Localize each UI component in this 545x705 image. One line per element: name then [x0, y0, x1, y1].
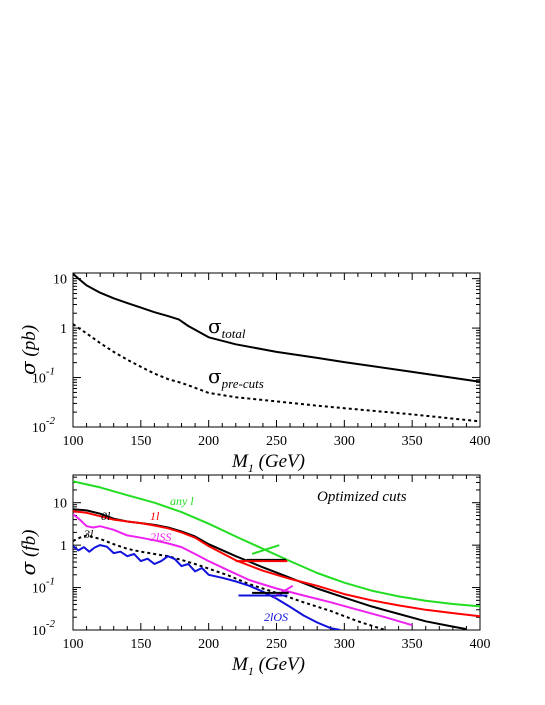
x-tick-label: 300 — [334, 637, 355, 652]
x-tick-label: 200 — [198, 637, 219, 652]
x-tick-label: 150 — [130, 434, 151, 449]
y-axis-label: σ (fb) — [16, 530, 40, 576]
plot-frame — [72, 272, 481, 428]
y-tick-label: 10 — [53, 273, 67, 288]
y-tick-label: 10-2 — [32, 415, 56, 436]
series-label-3l: 3l — [83, 527, 94, 541]
y-tick-label: 10-1 — [32, 366, 55, 387]
x-tick-label: 200 — [198, 434, 219, 449]
x-tick-label: 350 — [402, 637, 423, 652]
y-axis-label-group: σ (fb) — [16, 530, 40, 576]
series-label-pre-cuts: σpre-cuts — [208, 364, 264, 391]
series-label-any-l: any l — [170, 494, 194, 508]
y-axis-label-group: σ (pb) — [16, 325, 40, 375]
y-tick-label: 10-1 — [32, 576, 55, 597]
series-group — [73, 480, 480, 630]
y-tick-label: 10-2 — [32, 618, 56, 639]
x-tick-label: 100 — [63, 637, 84, 652]
series-group — [73, 273, 480, 423]
chart-title: Optimized cuts — [317, 489, 407, 505]
series-line-σ — [73, 273, 480, 383]
series-line-2lSS — [73, 513, 413, 627]
series-label-2lSS: 2lSS — [150, 530, 171, 544]
marker-bar — [251, 544, 280, 555]
series-label-0l: 0l — [101, 509, 111, 523]
y-tick-label: 1 — [60, 322, 67, 337]
x-tick-label: 350 — [402, 434, 423, 449]
series-line-1l — [73, 510, 480, 618]
x-tick-label: 400 — [470, 434, 491, 449]
x-axis-label: M1 (GeV) — [231, 451, 305, 475]
x-tick-label: 150 — [130, 637, 151, 652]
series-line-any-l — [73, 480, 480, 608]
series-label-2lOS: 2lOS — [264, 610, 288, 624]
x-tick-label: 300 — [334, 434, 355, 449]
y-axis-label: σ (pb) — [16, 325, 40, 375]
x-tick-label: 250 — [266, 434, 287, 449]
series-line-3l — [73, 534, 386, 630]
series-label-total: σtotal — [208, 314, 246, 341]
x-tick-label: 100 — [63, 434, 84, 449]
series-line-σ — [73, 323, 480, 423]
y-tick-label: 10 — [53, 497, 67, 512]
series-label-1l: 1l — [150, 509, 160, 523]
series-line-2lOS — [73, 544, 341, 630]
x-axis-label: M1 (GeV) — [231, 654, 305, 678]
x-tick-label: 250 — [266, 637, 287, 652]
plot-frame — [72, 474, 481, 631]
x-tick-label: 400 — [470, 637, 491, 652]
y-tick-label: 1 — [60, 539, 67, 554]
